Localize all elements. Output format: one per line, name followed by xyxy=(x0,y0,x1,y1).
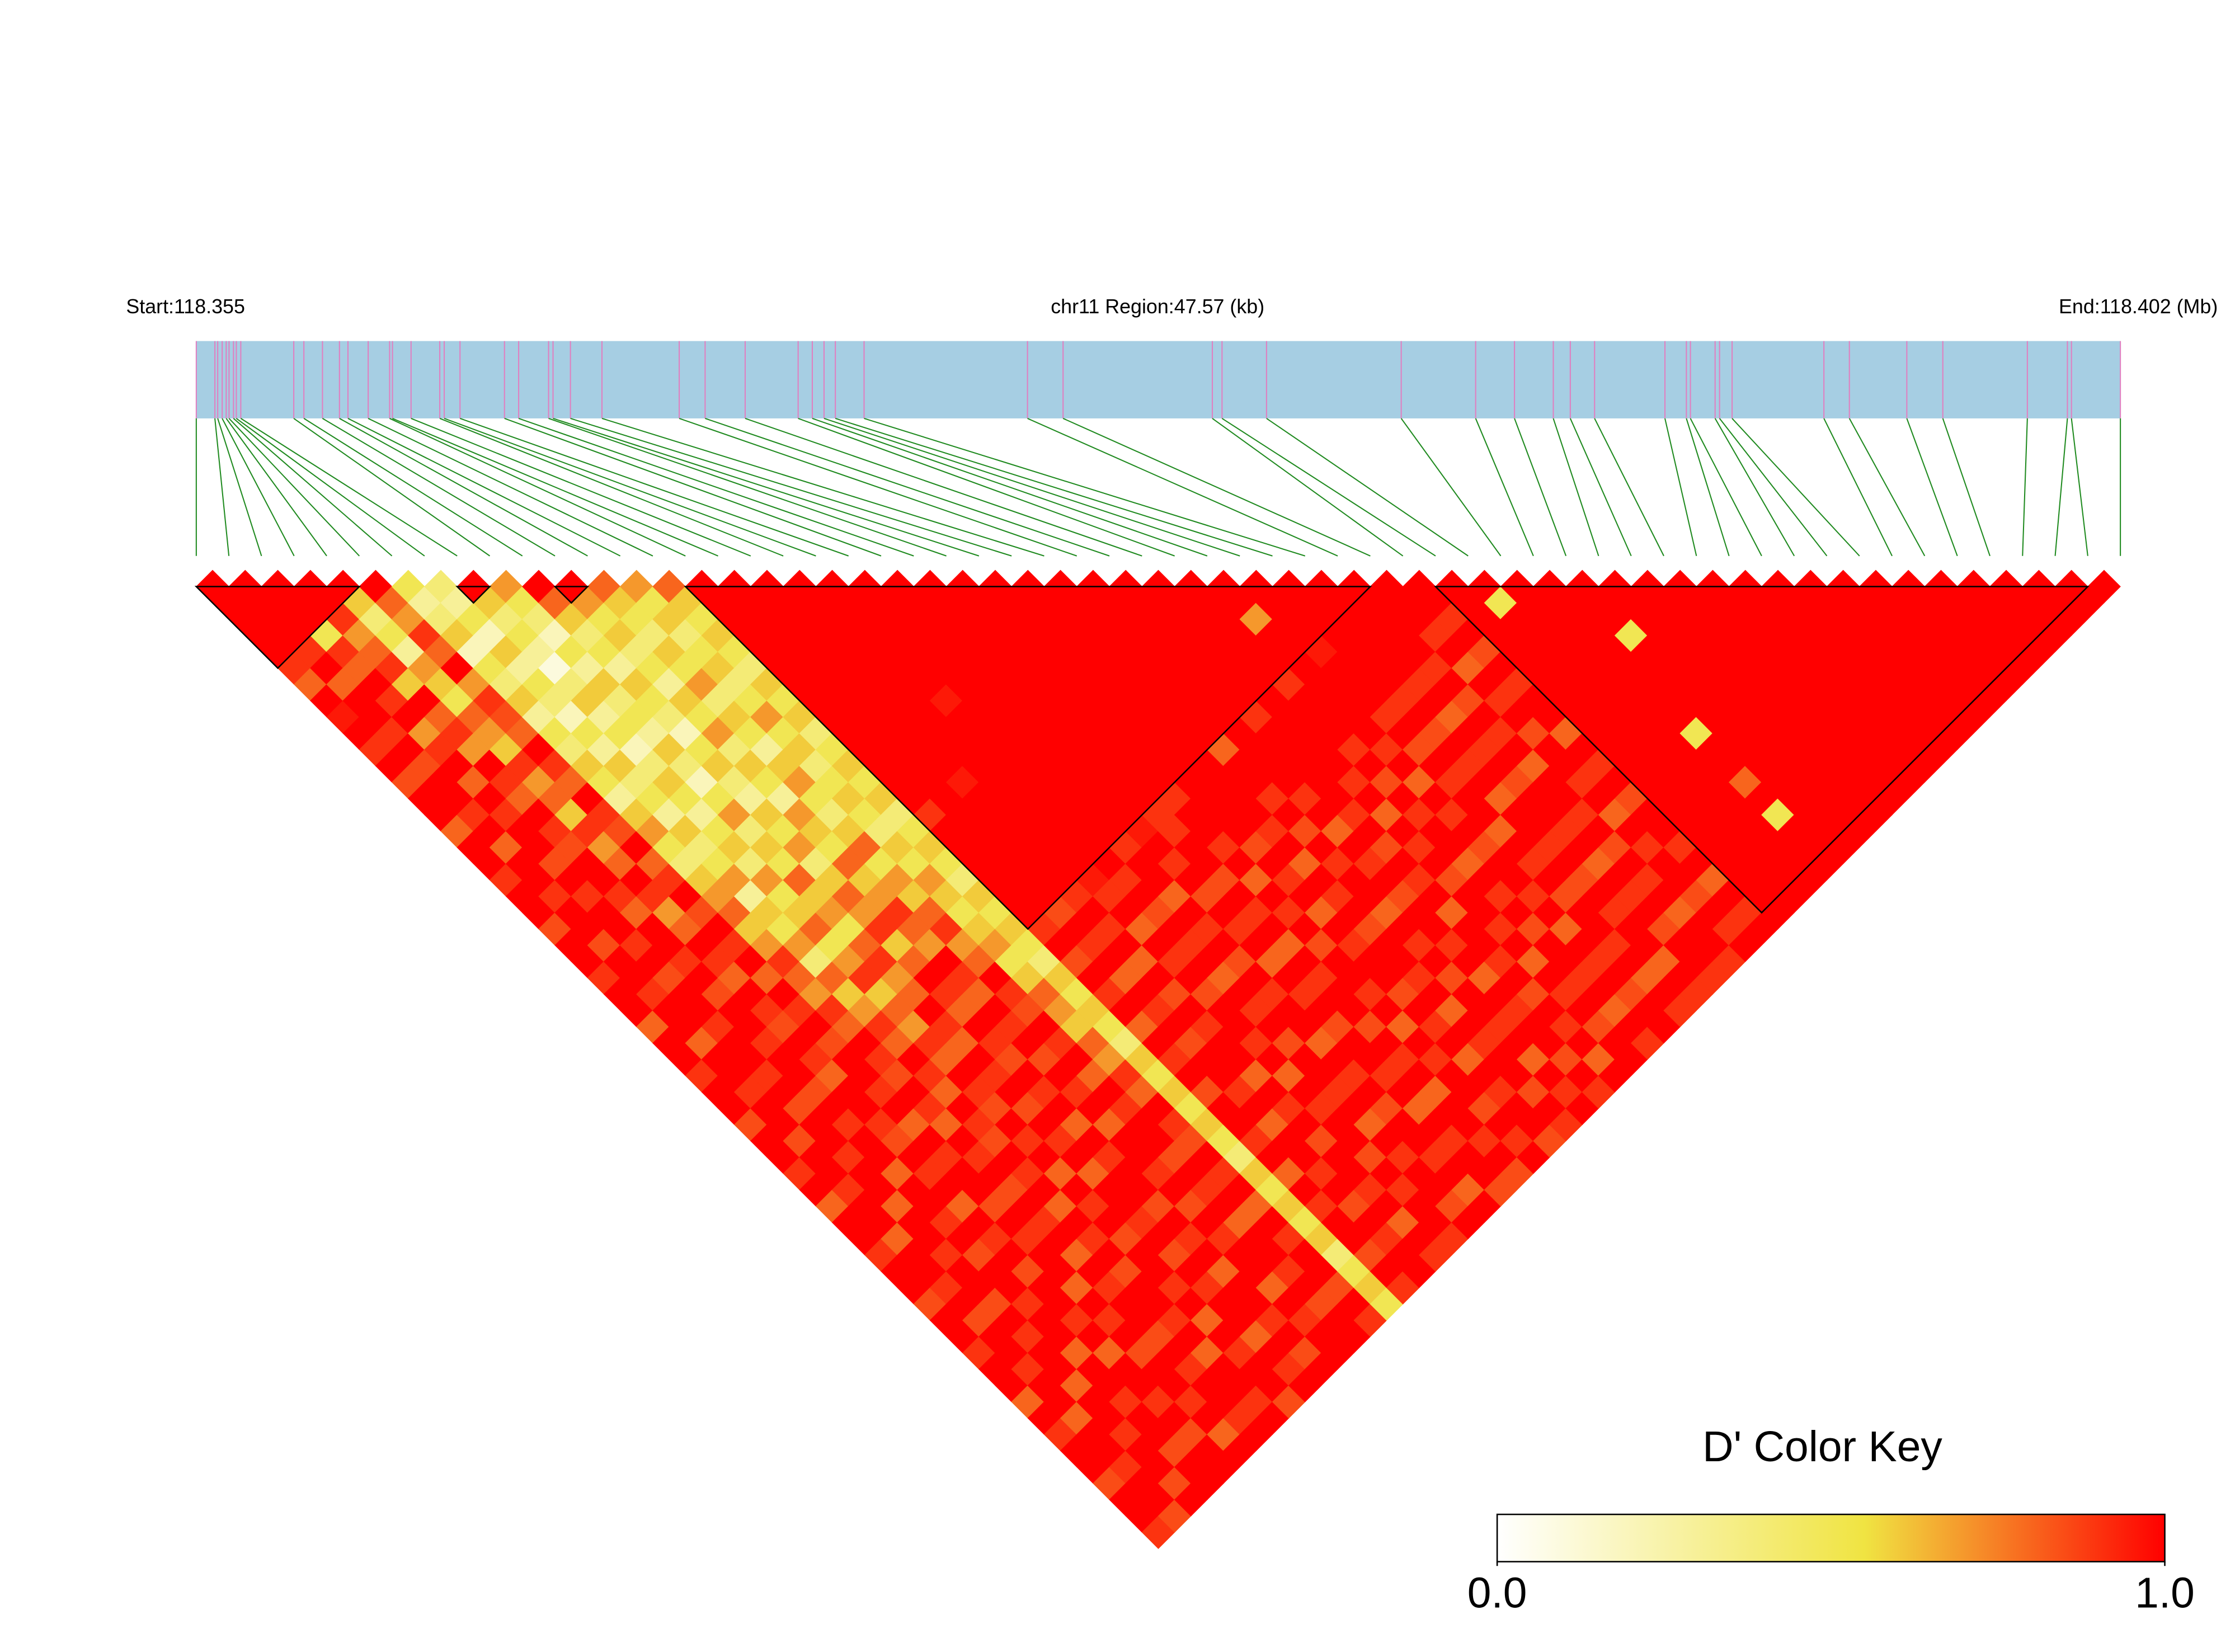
snp-connector xyxy=(745,417,1142,557)
ld-block xyxy=(455,586,492,604)
snp-connector xyxy=(389,417,686,557)
snp-connector xyxy=(2054,418,2068,556)
snp-connector xyxy=(1552,418,1599,557)
snp-connector xyxy=(1686,418,1730,557)
snp-connector xyxy=(1212,418,1404,557)
snp-connector xyxy=(1690,418,1762,557)
snp-connector xyxy=(339,418,588,557)
snp-connector xyxy=(2071,418,2088,556)
key-tick-label: 1.0 xyxy=(2135,1569,2195,1617)
snp-connector xyxy=(228,418,360,557)
snp-connector xyxy=(439,417,784,557)
ld-block xyxy=(1433,586,2090,914)
ld-block xyxy=(194,586,361,670)
snp-connector xyxy=(798,417,1175,557)
snp-connector xyxy=(392,417,718,557)
snp-connector xyxy=(411,417,751,557)
snp-connector xyxy=(1731,418,1860,557)
snp-connector xyxy=(1594,418,1664,557)
snp-connector xyxy=(347,418,621,557)
snp-connector xyxy=(444,417,816,557)
snp-connector xyxy=(1027,417,1338,557)
snp-connector xyxy=(217,418,262,557)
snp-connector xyxy=(236,418,425,557)
snp-connector xyxy=(601,417,1044,557)
snp-connector xyxy=(240,418,458,557)
snp-connector xyxy=(812,417,1208,557)
snp-connector xyxy=(864,417,1306,557)
snp-connector xyxy=(1906,418,1958,557)
snp-connector xyxy=(1266,418,1469,557)
snp-connector xyxy=(368,418,653,557)
ld-cell xyxy=(2087,570,2121,604)
snp-connector xyxy=(548,417,947,557)
snp-connector xyxy=(1823,418,1893,557)
snp-connector xyxy=(679,417,1077,557)
snp-connector xyxy=(1848,418,1926,557)
snp-connector xyxy=(293,418,491,557)
snp-connector xyxy=(1942,418,1991,557)
snp-connector xyxy=(824,417,1240,557)
snp-connector xyxy=(322,418,556,557)
snp-connector xyxy=(835,417,1273,557)
start-label: Start:118.355 xyxy=(126,295,245,318)
snp-connector xyxy=(705,417,1110,557)
color-key xyxy=(1496,1513,2166,1562)
snp-connector xyxy=(1569,418,1632,557)
snp-connector xyxy=(1514,418,1567,557)
snp-connector xyxy=(1221,418,1436,557)
snp-connector xyxy=(504,417,882,557)
snp-connector xyxy=(1062,417,1371,557)
snp-connector xyxy=(2022,418,2028,556)
snp-connector xyxy=(1664,418,1697,556)
snp-connector xyxy=(1719,418,1828,557)
chart-title: chr11 Region:47.57 (kb) xyxy=(1051,295,1264,318)
legend-title: D' Color Key xyxy=(1702,1423,1942,1471)
region-bar xyxy=(196,341,2121,418)
snp-connector xyxy=(303,418,523,557)
ld-block xyxy=(684,586,1372,930)
snp-connector xyxy=(222,418,295,557)
snp-connector xyxy=(553,417,980,557)
ld-block xyxy=(553,586,590,604)
snp-connector xyxy=(459,417,849,557)
snp-connector xyxy=(570,417,1012,557)
snp-connector xyxy=(225,418,327,557)
snp-connector xyxy=(518,417,914,557)
snp-connector xyxy=(233,418,393,557)
snp-connector xyxy=(1475,418,1534,557)
key-tick-label: 0.0 xyxy=(1467,1569,1527,1617)
end-label: End:118.402 (Mb) xyxy=(2059,295,2218,318)
snp-connector xyxy=(1714,418,1795,557)
snp-connector xyxy=(1400,418,1502,557)
snp-connector xyxy=(214,418,230,556)
